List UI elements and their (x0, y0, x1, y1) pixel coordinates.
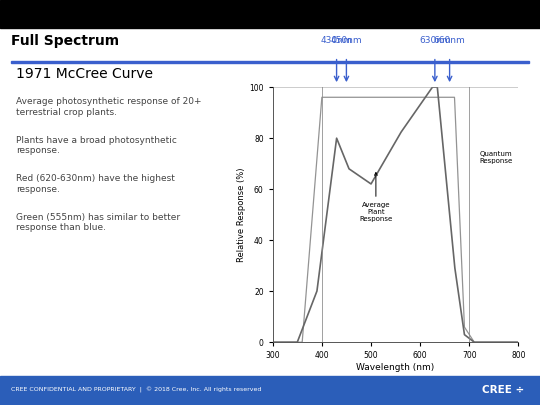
Text: Average
Plant
Response: Average Plant Response (359, 173, 393, 222)
Text: 630nm: 630nm (419, 36, 451, 45)
Text: 450nm: 450nm (330, 36, 362, 45)
Text: 1971 McCree Curve: 1971 McCree Curve (16, 67, 153, 81)
Bar (0, 376, 540, 405)
Text: Full Spectrum: Full Spectrum (11, 34, 119, 49)
Text: CREE CONFIDENTIAL AND PROPRIETARY  |  © 2018 Cree, Inc. All rights reserved: CREE CONFIDENTIAL AND PROPRIETARY | © 20… (11, 387, 261, 394)
Text: Green (555nm) has similar to better
response than blue.: Green (555nm) has similar to better resp… (16, 213, 180, 232)
Bar (11, 61, 529, 63)
Text: 660nm: 660nm (434, 36, 465, 45)
Text: Plants have a broad photosynthetic
response.: Plants have a broad photosynthetic respo… (16, 136, 177, 155)
Bar (0, 0, 540, 28)
X-axis label: Wavelength (nm): Wavelength (nm) (356, 363, 435, 372)
Text: Red (620-630nm) have the highest
response.: Red (620-630nm) have the highest respons… (16, 174, 175, 194)
Text: 430nm: 430nm (321, 36, 353, 45)
Text: Average photosynthetic response of 20+
terrestrial crop plants.: Average photosynthetic response of 20+ t… (16, 97, 202, 117)
Y-axis label: Relative Response (%): Relative Response (%) (238, 167, 246, 262)
Text: Quantum
Response: Quantum Response (480, 151, 513, 164)
Text: 22: 22 (508, 8, 524, 21)
Text: CREE ÷: CREE ÷ (482, 386, 524, 395)
